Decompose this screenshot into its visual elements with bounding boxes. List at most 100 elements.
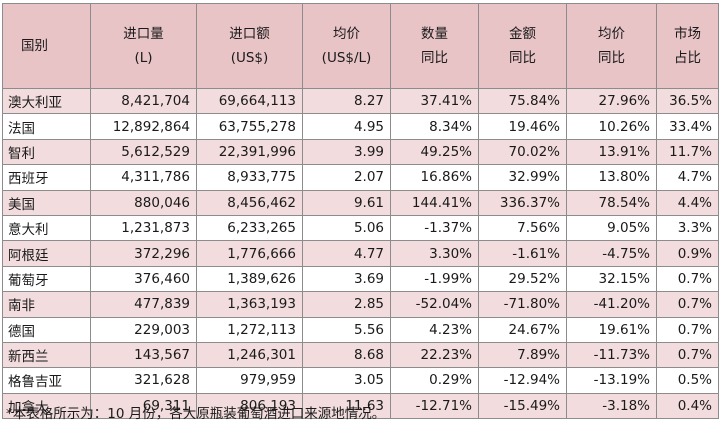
cell-import-volume: 376,460 — [90, 265, 197, 293]
table-row: 法国 12,892,864 63,755,278 4.95 8.34% 19.46% 10.… — [2, 113, 719, 140]
cell-value-yoy: -12.94% — [478, 367, 567, 394]
cell-import-volume: 229,003 — [90, 316, 197, 343]
header-line: 占比 — [674, 50, 701, 66]
table-row: 南非 477,839 1,363,193 2.85 -52.04% -71.80% -41.… — [2, 291, 719, 318]
cell-import-volume: 372,296 — [90, 240, 197, 267]
cell-volume-yoy: -12.71% — [390, 392, 479, 420]
header-volume-yoy: 数量 同比 — [390, 3, 479, 89]
table-row: 意大利 1,231,873 6,233,265 5.06 -1.37% 7.56% 9.05… — [2, 214, 719, 242]
cell-avg-price: 2.07 — [302, 164, 391, 191]
cell-import-volume: 143,567 — [90, 341, 197, 369]
cell-market-share: 3.3% — [656, 214, 719, 242]
cell-value-yoy: 7.56% — [478, 214, 567, 242]
cell-import-value: 1,272,113 — [196, 316, 303, 343]
cell-avg-price: 5.06 — [302, 214, 391, 242]
cell-value-yoy: -71.80% — [478, 291, 567, 318]
cell-volume-yoy: -1.99% — [390, 265, 479, 293]
cell-value-yoy: -15.49% — [478, 392, 567, 420]
cell-volume-yoy: -52.04% — [390, 291, 479, 318]
header-market-share: 市场 占比 — [656, 3, 719, 89]
cell-volume-yoy: 49.25% — [390, 138, 479, 166]
cell-price-yoy: 13.91% — [566, 138, 657, 166]
cell-avg-price: 3.99 — [302, 138, 391, 166]
cell-market-share: 11.7% — [656, 138, 719, 166]
cell-market-share: 0.7% — [656, 341, 719, 369]
table-row: 阿根廷 372,296 1,776,666 4.77 3.30% -1.61% -4.75%… — [2, 240, 719, 267]
cell-market-share: 4.4% — [656, 189, 719, 216]
cell-price-yoy: 9.05% — [566, 214, 657, 242]
cell-country: 南非 — [2, 291, 91, 318]
cell-value-yoy: 19.46% — [478, 113, 567, 140]
header-line: 市场 — [674, 26, 701, 42]
cell-price-yoy: 19.61% — [566, 316, 657, 343]
cell-import-volume: 1,231,873 — [90, 214, 197, 242]
cell-import-value: 8,456,462 — [196, 189, 303, 216]
header-avg-price: 均价 (US$/L) — [302, 3, 391, 89]
cell-country: 智利 — [2, 138, 91, 166]
cell-market-share: 4.7% — [656, 164, 719, 191]
cell-volume-yoy: 8.34% — [390, 113, 479, 140]
cell-market-share: 0.7% — [656, 291, 719, 318]
cell-price-yoy: 32.15% — [566, 265, 657, 293]
table-row: 葡萄牙 376,460 1,389,626 3.69 -1.99% 29.52% 32.15… — [2, 265, 719, 293]
cell-volume-yoy: 4.23% — [390, 316, 479, 343]
cell-import-value: 1,389,626 — [196, 265, 303, 293]
cell-import-volume: 12,892,864 — [90, 113, 197, 140]
table-row: 格鲁吉亚 321,628 979,959 3.05 0.29% -12.94% -13.19… — [2, 367, 719, 394]
cell-avg-price: 2.85 — [302, 291, 391, 318]
cell-import-volume: 880,046 — [90, 189, 197, 216]
header-line: 进口额 — [229, 26, 270, 42]
cell-market-share: 0.5% — [656, 367, 719, 394]
cell-volume-yoy: 16.86% — [390, 164, 479, 191]
header-line: 国别 — [21, 38, 48, 54]
table-row: 智利 5,612,529 22,391,996 3.99 49.25% 70.02% 13.… — [2, 138, 719, 166]
cell-country: 德国 — [2, 316, 91, 343]
cell-country: 新西兰 — [2, 341, 91, 369]
cell-import-volume: 321,628 — [90, 367, 197, 394]
cell-import-value: 6,233,265 — [196, 214, 303, 242]
cell-market-share: 0.7% — [656, 265, 719, 293]
cell-price-yoy: -13.19% — [566, 367, 657, 394]
header-line: 同比 — [421, 50, 448, 66]
cell-value-yoy: 336.37% — [478, 189, 567, 216]
table-row: 澳大利亚 8,421,704 69,664,113 8.27 37.41% 75.84% 2… — [2, 87, 719, 115]
cell-country: 格鲁吉亚 — [2, 367, 91, 394]
header-line: (US$) — [230, 50, 269, 66]
table-row: 新西兰 143,567 1,246,301 8.68 22.23% 7.89% -11.73… — [2, 341, 719, 369]
header-line: 数量 — [421, 26, 448, 42]
cell-value-yoy: 29.52% — [478, 265, 567, 293]
cell-value-yoy: 32.99% — [478, 164, 567, 191]
cell-import-value: 22,391,996 — [196, 138, 303, 166]
cell-import-value: 806,193 — [196, 392, 303, 420]
header-import-volume: 进口量 (L) — [90, 3, 197, 89]
header-country: 国别 — [2, 3, 91, 89]
cell-value-yoy: -1.61% — [478, 240, 567, 267]
table-row: 美国 880,046 8,456,462 9.61 144.41% 336.37% 78.5… — [2, 189, 719, 216]
cell-country: 意大利 — [2, 214, 91, 242]
header-line: (L) — [134, 50, 153, 66]
cell-import-volume: 8,421,704 — [90, 87, 197, 115]
header-line: 均价 — [333, 26, 360, 42]
cell-price-yoy: 10.26% — [566, 113, 657, 140]
cell-volume-yoy: 0.29% — [390, 367, 479, 394]
cell-volume-yoy: 144.41% — [390, 189, 479, 216]
cell-avg-price: 3.05 — [302, 367, 391, 394]
cell-price-yoy: -11.73% — [566, 341, 657, 369]
cell-country: 法国 — [2, 113, 91, 140]
cell-value-yoy: 7.89% — [478, 341, 567, 369]
cell-country: 加拿大 — [2, 392, 91, 420]
cell-import-volume: 5,612,529 — [90, 138, 197, 166]
cell-import-value: 63,755,278 — [196, 113, 303, 140]
cell-import-volume: 4,311,786 — [90, 164, 197, 191]
cell-import-value: 69,664,113 — [196, 87, 303, 115]
header-line: (US$/L) — [321, 50, 372, 66]
cell-value-yoy: 70.02% — [478, 138, 567, 166]
cell-value-yoy: 24.67% — [478, 316, 567, 343]
cell-country: 葡萄牙 — [2, 265, 91, 293]
header-line: 进口量 — [123, 26, 164, 42]
import-table: 国别 进口量 (L) 进口额 (US$) 均价 (US$/L) 数量 同比 金额 同比 均价 同比 市场占… — [2, 3, 719, 420]
cell-volume-yoy: 22.23% — [390, 341, 479, 369]
cell-price-yoy: -4.75% — [566, 240, 657, 267]
cell-market-share: 36.5% — [656, 87, 719, 115]
cell-price-yoy: 13.80% — [566, 164, 657, 191]
